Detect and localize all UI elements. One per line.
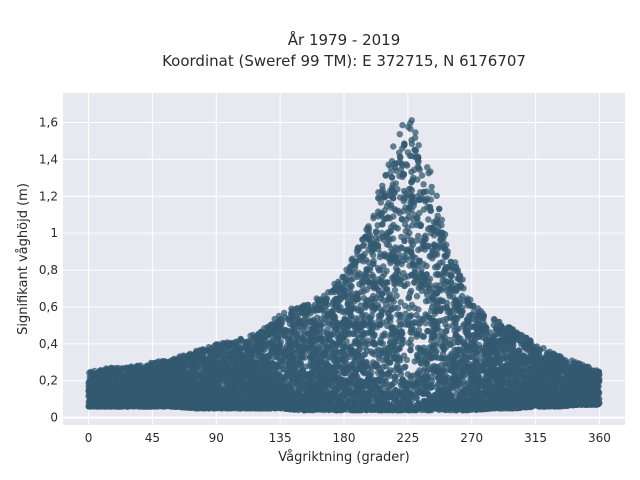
data-point [401, 282, 408, 290]
data-point [399, 121, 406, 129]
data-points [85, 117, 603, 414]
data-point [404, 232, 411, 240]
data-point [407, 342, 415, 349]
data-point [428, 183, 435, 191]
data-point [415, 246, 422, 254]
data-point [443, 299, 451, 307]
data-point [411, 134, 419, 141]
data-point [425, 170, 432, 177]
data-point [356, 269, 363, 277]
data-point [396, 317, 403, 325]
data-point [490, 321, 497, 329]
data-point [416, 209, 423, 217]
data-point [461, 354, 469, 361]
data-point [422, 320, 429, 327]
data-point [438, 216, 445, 223]
chart-title-line-1: År 1979 - 2019 [288, 30, 401, 49]
data-point [418, 172, 426, 179]
data-point [424, 164, 431, 171]
data-point [389, 235, 397, 242]
data-point [405, 123, 412, 131]
data-point [420, 181, 427, 188]
data-point [392, 167, 400, 174]
data-point [425, 216, 432, 223]
data-point [412, 129, 419, 136]
data-point [393, 292, 400, 299]
data-point [396, 131, 403, 138]
data-point [381, 270, 388, 278]
data-point [397, 299, 404, 306]
data-point [350, 269, 358, 276]
data-point [375, 189, 382, 196]
data-point [458, 292, 466, 300]
data-point [446, 341, 454, 348]
data-point [390, 143, 397, 150]
data-point [375, 195, 382, 202]
chart-title-line-2: Koordinat (Sweref 99 TM): E 372715, N 61… [162, 52, 526, 70]
data-point [568, 357, 576, 364]
